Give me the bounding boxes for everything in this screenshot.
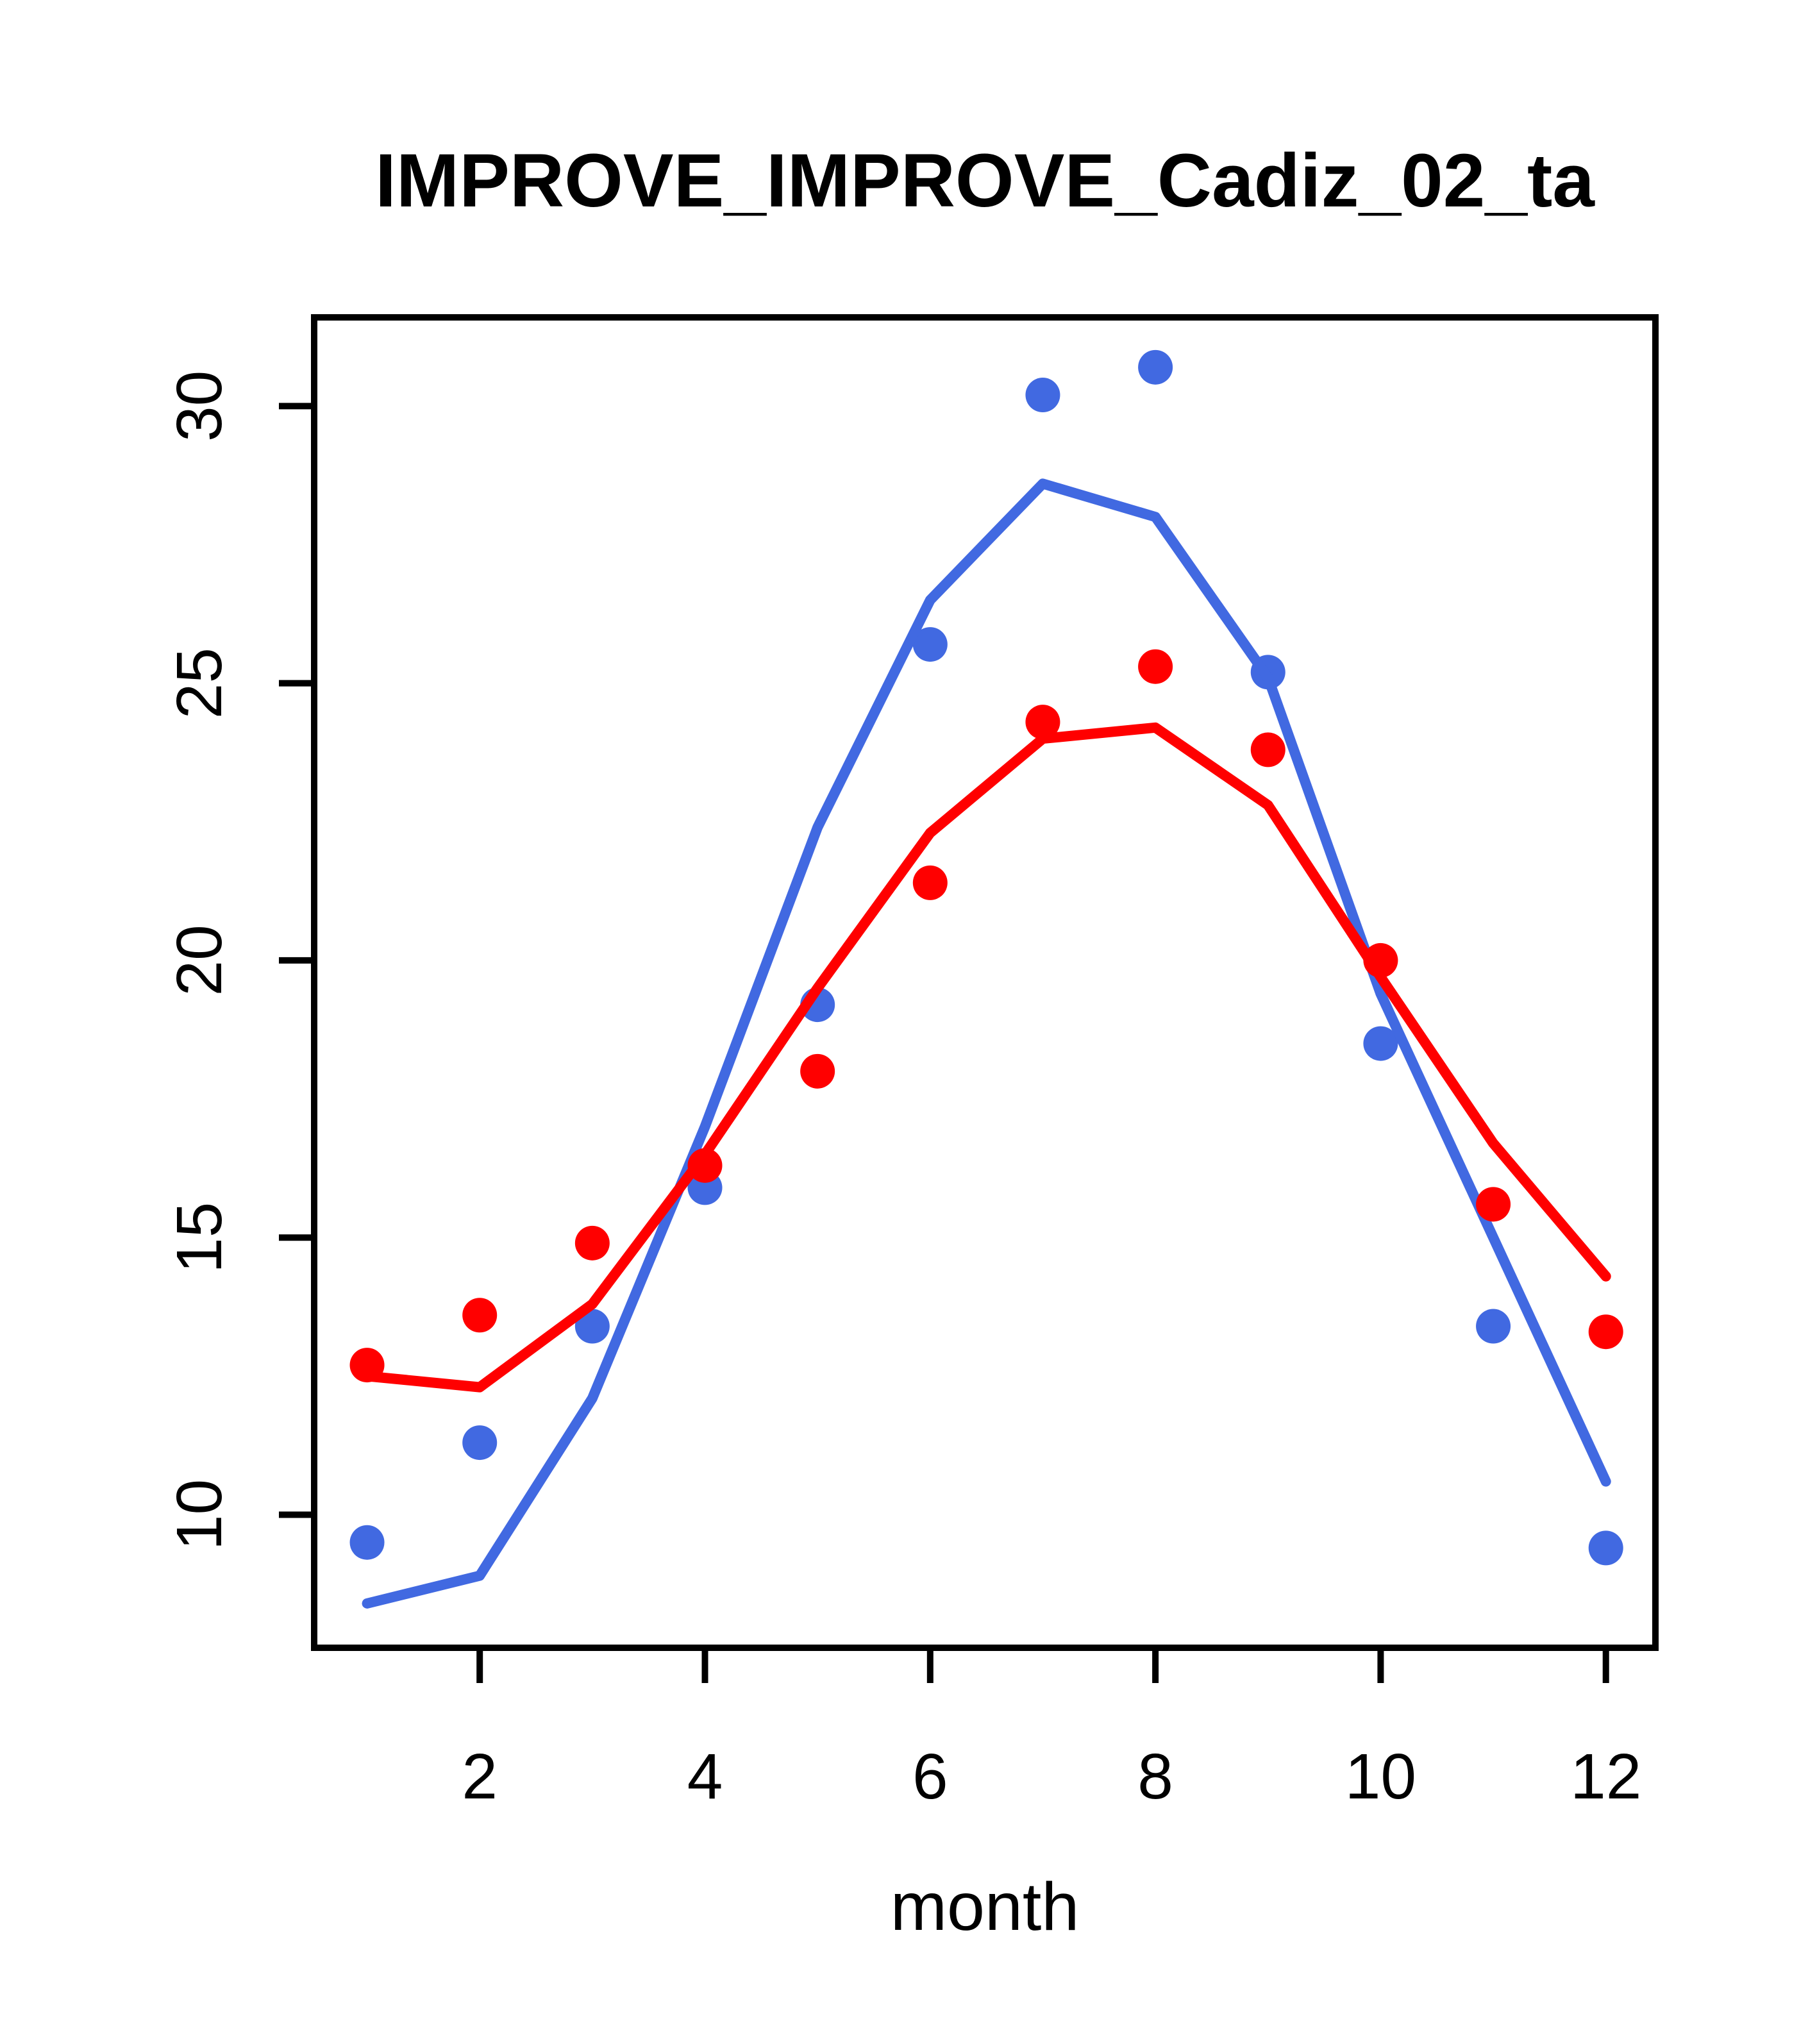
x-tick-label: 2 <box>462 1741 498 1813</box>
x-tick-label: 8 <box>1137 1741 1173 1813</box>
y-tick-label: 25 <box>163 648 235 719</box>
data-point <box>1250 732 1285 767</box>
data-point <box>1588 1530 1623 1566</box>
data-point <box>462 1298 498 1333</box>
data-point <box>1025 378 1060 413</box>
data-point <box>912 865 948 900</box>
data-point <box>912 627 948 662</box>
blue-fitted-line <box>362 478 1611 1609</box>
chart-title: IMPROVE_IMPROVE_Cadiz_02_ta <box>375 138 1595 223</box>
x-axis-label: month <box>891 1869 1080 1945</box>
data-point <box>574 1309 610 1344</box>
data-series <box>349 349 1623 1609</box>
data-point <box>462 1425 498 1461</box>
x-tick-label: 12 <box>1570 1741 1641 1813</box>
y-tick-label: 10 <box>163 1479 235 1550</box>
red-fitted-line <box>362 722 1611 1393</box>
data-point <box>1138 649 1173 684</box>
blue-monthly-points <box>349 349 1623 1566</box>
y-tick-label: 30 <box>163 371 235 442</box>
data-point <box>349 1525 385 1560</box>
y-tick-label: 20 <box>163 925 235 996</box>
data-point <box>1476 1187 1511 1222</box>
data-point <box>1588 1314 1623 1350</box>
x-tick-label: 4 <box>687 1741 723 1813</box>
data-point <box>574 1225 610 1261</box>
y-tick-label: 15 <box>163 1202 235 1273</box>
data-point <box>1476 1309 1511 1344</box>
data-point <box>1025 705 1060 740</box>
axes: 2 4 6 8 10 12 10 15 20 25 30 <box>163 314 1659 1813</box>
plot-box <box>311 314 1659 1651</box>
data-point <box>1363 1026 1398 1061</box>
x-tick-label: 6 <box>912 1741 948 1813</box>
x-tick-label: 10 <box>1345 1741 1416 1813</box>
data-point <box>1138 349 1173 385</box>
data-point <box>800 1053 835 1089</box>
